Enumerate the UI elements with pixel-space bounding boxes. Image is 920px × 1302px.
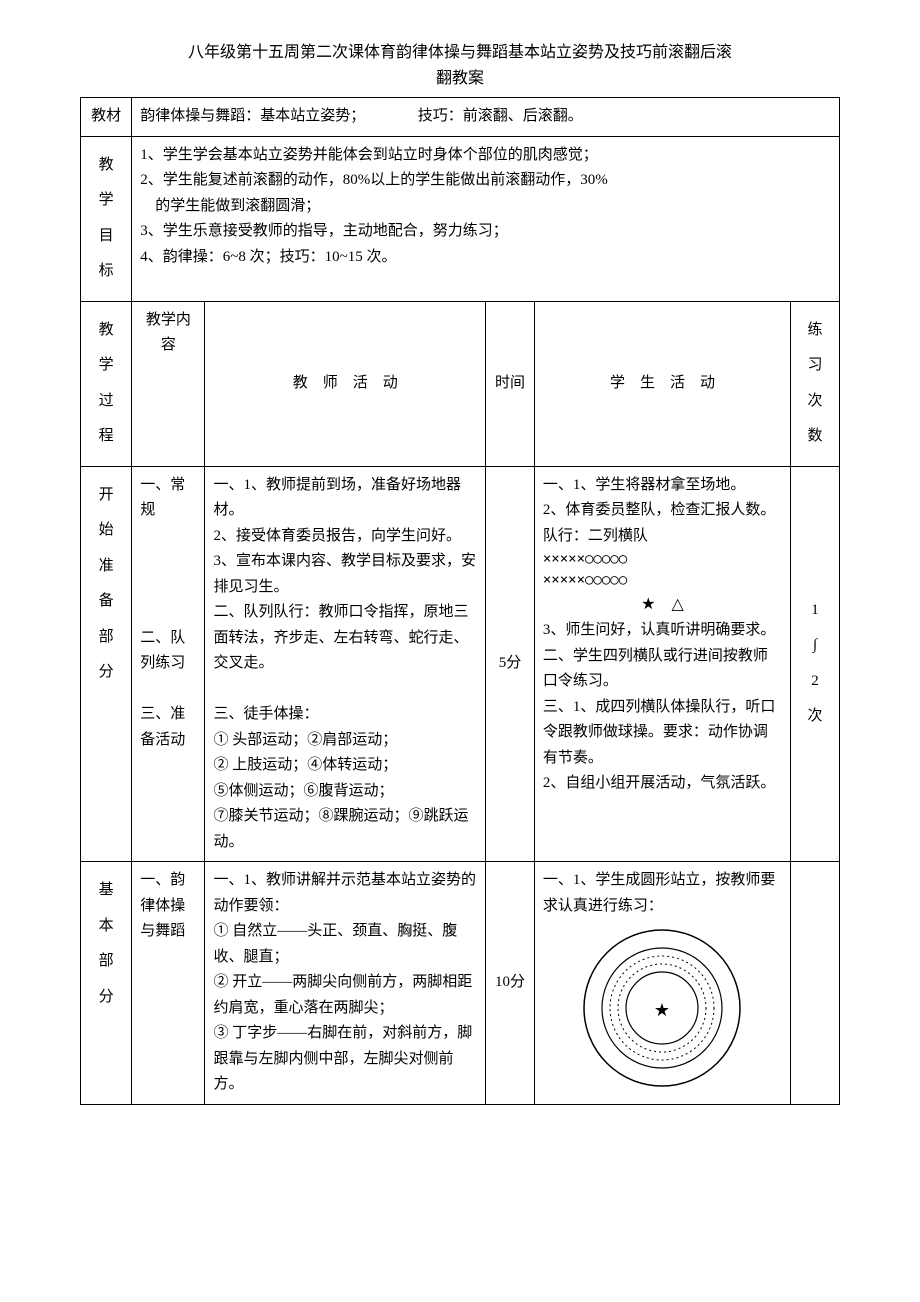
header-count: 练 习 次 数 [791, 301, 840, 466]
label-mubiao: 教 学 目 标 [81, 136, 132, 301]
phase-jiben: 基 本 部 分 [81, 862, 132, 1105]
teacher-jiben: 一、1、教师讲解并示范基本站立姿势的动作要领： ① 自然立——头正、颈直、胸挺、… [205, 862, 486, 1105]
count-jiben [791, 862, 840, 1105]
label-caijiao: 教材 [81, 98, 132, 137]
header-content: 教学内容 [132, 301, 205, 466]
phase-kaishi: 开 始 准 备 部 分 [81, 466, 132, 862]
header-time: 时间 [486, 301, 535, 466]
time-kaishi: 5分 [486, 466, 535, 862]
content-kaishi: 一、常规 二、队 列练习 三、准 备活动 [132, 466, 205, 862]
page-title-line2: 翻教案 [436, 70, 484, 87]
header-phase: 教 学 过 程 [81, 301, 132, 466]
formation-star-triangle: ★ △ [543, 591, 782, 618]
student-jiben: 一、1、学生成圆形站立，按教师要求认真进行练习： ★ [534, 862, 790, 1105]
content-jiben: 一、韵律体操与舞蹈 [132, 862, 205, 1105]
teacher-kaishi: 一、1、教师提前到场，准备好场地器材。 2、接受体育委员报告，向学生问好。 3、… [205, 466, 486, 862]
lesson-plan-table: 教材 韵律体操与舞蹈：基本站立姿势； 技巧：前滚翻、后滚翻。 教 学 目 标 1… [80, 97, 840, 1105]
circle-formation-diagram: ★ [543, 923, 782, 1093]
student-kaishi: 一、1、学生将器材拿至场地。 2、体育委员整队，检查汇报人数。队行：二列横队 ×… [534, 466, 790, 862]
time-jiben: 10分 [486, 862, 535, 1105]
formation-diagram: ×××××○○○○○ ×××××○○○○○ [543, 549, 782, 591]
page-title-line1: 八年级第十五周第二次课体育韵律体操与舞蹈基本站立姿势及技巧前滚翻后滚 [188, 44, 732, 61]
cell-caijiao: 韵律体操与舞蹈：基本站立姿势； 技巧：前滚翻、后滚翻。 [132, 98, 840, 137]
count-kaishi: 1 ∫ 2 次 [791, 466, 840, 862]
cell-mubiao: 1、学生学会基本站立姿势并能体会到站立时身体个部位的肌肉感觉； 2、学生能复述前… [132, 136, 840, 301]
header-student: 学 生 活 动 [534, 301, 790, 466]
circle-center-star-icon: ★ [654, 1000, 670, 1020]
header-teacher: 教 师 活 动 [205, 301, 486, 466]
